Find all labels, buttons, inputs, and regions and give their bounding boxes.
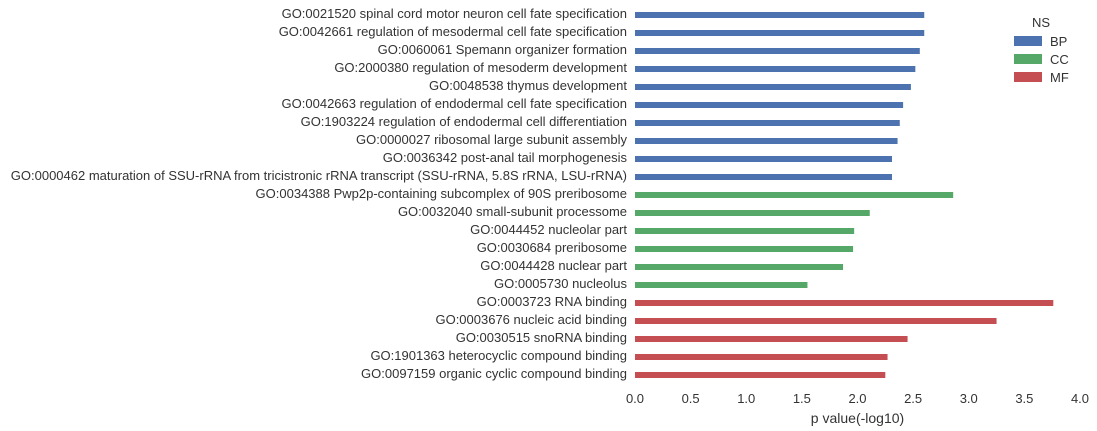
bar-bp	[635, 84, 911, 90]
legend-label-mf: MF	[1050, 70, 1069, 85]
category-label: GO:0034388 Pwp2p-containing subcomplex o…	[256, 186, 627, 201]
category-label: GO:0003676 nucleic acid binding	[435, 312, 627, 327]
x-tick-label: 0.0	[626, 391, 644, 406]
bar-bp	[635, 156, 892, 162]
bar-bp	[635, 138, 898, 144]
x-tick-label: 3.0	[960, 391, 978, 406]
category-label: GO:1901363 heterocyclic compound binding	[370, 348, 627, 363]
category-label: GO:0030684 preribosome	[477, 240, 627, 255]
bar-mf	[635, 318, 997, 324]
bar-cc	[635, 210, 870, 216]
x-tick-label: 3.5	[1015, 391, 1033, 406]
category-label: GO:0060061 Spemann organizer formation	[378, 42, 627, 57]
bar-bp	[635, 48, 920, 54]
bar-bp	[635, 66, 916, 72]
category-label: GO:0097159 organic cyclic compound bindi…	[361, 366, 627, 381]
x-tick-label: 2.5	[904, 391, 922, 406]
bar-cc	[635, 264, 844, 270]
bars-layer	[635, 12, 1054, 378]
bar-bp	[635, 12, 925, 18]
bar-bp	[635, 30, 925, 36]
bar-mf	[635, 300, 1054, 306]
category-label: GO:0005730 nucleolus	[494, 276, 627, 291]
category-label: GO:0003723 RNA binding	[477, 294, 627, 309]
category-label: GO:0044452 nucleolar part	[470, 222, 627, 237]
x-axis-label: p value(-log10)	[811, 410, 904, 426]
bar-cc	[635, 192, 954, 198]
category-labels: GO:0021520 spinal cord motor neuron cell…	[11, 6, 628, 381]
bar-cc	[635, 246, 854, 252]
x-tick-label: 1.0	[737, 391, 755, 406]
category-label: GO:0032040 small-subunit processome	[398, 204, 627, 219]
legend-swatch-mf	[1014, 72, 1042, 82]
category-label: GO:0044428 nuclear part	[480, 258, 627, 273]
category-label: GO:0000462 maturation of SSU-rRNA from t…	[11, 168, 627, 183]
category-label: GO:0021520 spinal cord motor neuron cell…	[282, 6, 627, 21]
category-label: GO:0042661 regulation of mesodermal cell…	[279, 24, 627, 39]
bar-mf	[635, 372, 886, 378]
x-axis: p value(-log10) 0.0 0.5 1.0 1.5 2.0 2.5 3.0 3.5…	[626, 391, 1089, 426]
category-label: GO:1903224 regulation of endodermal cell…	[301, 114, 627, 129]
bar-mf	[635, 354, 888, 360]
bar-cc	[635, 228, 855, 234]
legend-title: NS	[1032, 15, 1050, 30]
x-tick-label: 0.5	[682, 391, 700, 406]
x-tick-label: 1.5	[793, 391, 811, 406]
category-label: GO:0042663 regulation of endodermal cell…	[282, 96, 627, 111]
bar-bp	[635, 174, 892, 180]
legend-label-cc: CC	[1050, 52, 1069, 67]
category-label: GO:0000027 ribosomal large subunit assem…	[356, 132, 627, 147]
bar-bp	[635, 102, 904, 108]
category-label: GO:2000380 regulation of mesoderm develo…	[334, 60, 627, 75]
x-tick-label: 2.0	[848, 391, 866, 406]
legend-swatch-bp	[1014, 36, 1042, 46]
legend-label-bp: BP	[1050, 34, 1067, 49]
legend-swatch-cc	[1014, 54, 1042, 64]
category-label: GO:0036342 post-anal tail morphogenesis	[383, 150, 628, 165]
legend: NS BP CC MF	[1014, 15, 1069, 85]
bar-cc	[635, 282, 808, 288]
category-label: GO:0030515 snoRNA binding	[456, 330, 627, 345]
bar-mf	[635, 336, 908, 342]
bar-bp	[635, 120, 900, 126]
x-tick-label: 4.0	[1071, 391, 1089, 406]
category-label: GO:0048538 thymus development	[429, 78, 627, 93]
